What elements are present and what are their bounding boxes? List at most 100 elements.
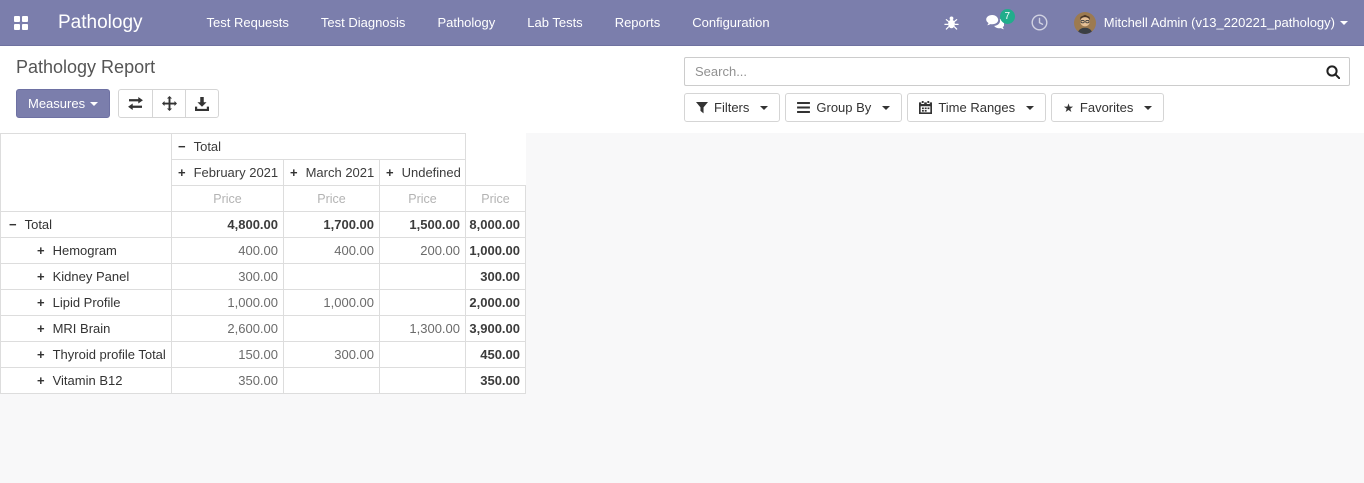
measure-header[interactable]: Price bbox=[465, 185, 526, 212]
table-row: + Lipid Profile 1,000.00 1,000.00 2,000.0… bbox=[0, 289, 526, 316]
chevron-down-icon bbox=[1026, 105, 1035, 114]
measures-label: Measures bbox=[28, 96, 86, 111]
filters-label: Filters bbox=[714, 100, 750, 115]
cell-value bbox=[283, 263, 380, 290]
cell-value: 2,000.00 bbox=[465, 289, 526, 316]
row-label: MRI Brain bbox=[52, 321, 111, 336]
search-box bbox=[684, 57, 1350, 86]
app-brand[interactable]: Pathology bbox=[58, 11, 143, 33]
expand-icon[interactable]: + bbox=[37, 295, 45, 310]
measure-header[interactable]: Price bbox=[379, 185, 466, 212]
table-row: + Hemogram 400.00 400.00 200.00 1,000.00 bbox=[0, 237, 526, 264]
cell-value: 1,300.00 bbox=[379, 315, 466, 342]
cell-value bbox=[379, 263, 466, 290]
measures-button[interactable]: Measures bbox=[16, 89, 111, 118]
filters-button[interactable]: Filters bbox=[684, 93, 781, 122]
chevron-down-icon bbox=[760, 105, 769, 114]
col-header-march-2021[interactable]: + March 2021 bbox=[283, 159, 380, 186]
row-header-total[interactable]: − Total bbox=[0, 211, 172, 238]
cell-value: 300.00 bbox=[465, 263, 526, 290]
table-row: + Thyroid profile Total 150.00 300.00 450… bbox=[0, 341, 526, 368]
measure-header[interactable]: Price bbox=[283, 185, 380, 212]
debug-bug-icon[interactable] bbox=[944, 15, 959, 30]
col-header-label: March 2021 bbox=[305, 165, 375, 180]
row-header-hemogram[interactable]: + Hemogram bbox=[0, 237, 172, 264]
menu-test-diagnosis[interactable]: Test Diagnosis bbox=[320, 15, 406, 30]
pivot-table: − Total + February 2021 + March 2021 + Undef… bbox=[0, 133, 526, 394]
expand-icon[interactable]: + bbox=[37, 321, 45, 336]
exchange-icon bbox=[128, 97, 144, 110]
menu-reports[interactable]: Reports bbox=[614, 15, 661, 30]
measure-header[interactable]: Price bbox=[171, 185, 284, 212]
message-count-badge: 7 bbox=[999, 9, 1015, 24]
filter-icon bbox=[696, 101, 708, 113]
row-label: Kidney Panel bbox=[52, 269, 130, 284]
menu-configuration[interactable]: Configuration bbox=[692, 15, 770, 30]
cell-value: 400.00 bbox=[171, 237, 284, 264]
collapse-icon[interactable]: − bbox=[178, 139, 186, 154]
row-header-vitamin-b12[interactable]: + Vitamin B12 bbox=[0, 367, 172, 394]
arrows-move-icon bbox=[161, 96, 177, 111]
expand-icon[interactable]: + bbox=[386, 165, 394, 180]
cell-value: 150.00 bbox=[171, 341, 284, 368]
calendar-icon bbox=[919, 101, 933, 114]
chevron-down-icon bbox=[90, 101, 99, 110]
table-row: + Vitamin B12 350.00 350.00 bbox=[0, 367, 526, 394]
search-facets: Filters Group By Time Ranges bbox=[684, 93, 1350, 122]
expand-all-button[interactable] bbox=[152, 90, 185, 117]
pivot-corner-cell bbox=[0, 133, 172, 212]
expand-icon[interactable]: + bbox=[37, 373, 45, 388]
cell-value: 2,600.00 bbox=[171, 315, 284, 342]
col-header-undefined[interactable]: + Undefined bbox=[379, 159, 466, 186]
row-label: Total bbox=[24, 217, 53, 232]
cell-value: 450.00 bbox=[465, 341, 526, 368]
messages-icon[interactable]: 7 bbox=[985, 9, 1015, 30]
chevron-down-icon bbox=[1144, 105, 1153, 114]
user-menu[interactable]: Mitchell Admin (v13_220221_pathology) bbox=[1073, 11, 1348, 34]
row-header-lipid-profile[interactable]: + Lipid Profile bbox=[0, 289, 172, 316]
cell-value: 3,900.00 bbox=[465, 315, 526, 342]
collapse-icon[interactable]: − bbox=[9, 217, 17, 232]
row-header-kidney-panel[interactable]: + Kidney Panel bbox=[0, 263, 172, 290]
cell-value: 4,800.00 bbox=[171, 211, 284, 238]
chevron-down-icon bbox=[882, 105, 891, 114]
table-row: + Kidney Panel 300.00 300.00 bbox=[0, 263, 526, 290]
activity-clock-icon[interactable] bbox=[1031, 14, 1048, 31]
search-input[interactable] bbox=[685, 58, 1349, 85]
cell-value: 300.00 bbox=[171, 263, 284, 290]
row-header-thyroid-profile-total[interactable]: + Thyroid profile Total bbox=[0, 341, 172, 368]
row-label: Vitamin B12 bbox=[52, 373, 123, 388]
pivot-toolbar bbox=[118, 89, 220, 118]
search-icon[interactable] bbox=[1326, 65, 1341, 84]
expand-icon[interactable]: + bbox=[37, 243, 45, 258]
apps-menu-icon[interactable] bbox=[14, 15, 28, 30]
expand-icon[interactable]: + bbox=[178, 165, 186, 180]
menu-test-requests[interactable]: Test Requests bbox=[206, 15, 289, 30]
row-label: Lipid Profile bbox=[52, 295, 121, 310]
cell-value: 1,000.00 bbox=[465, 237, 526, 264]
flip-axis-button[interactable] bbox=[119, 90, 152, 117]
time-ranges-button[interactable]: Time Ranges bbox=[907, 93, 1047, 122]
row-header-mri-brain[interactable]: + MRI Brain bbox=[0, 315, 172, 342]
col-header-total-label: Total bbox=[193, 139, 222, 154]
avatar bbox=[1073, 11, 1096, 34]
expand-icon[interactable]: + bbox=[290, 165, 298, 180]
page-title: Pathology Report bbox=[16, 57, 156, 77]
favorites-button[interactable]: ★ Favorites bbox=[1051, 93, 1165, 122]
group-by-button[interactable]: Group By bbox=[785, 93, 903, 122]
col-header-total[interactable]: − Total bbox=[171, 133, 466, 160]
group-by-label: Group By bbox=[816, 100, 872, 115]
user-name: Mitchell Admin (v13_220221_pathology) bbox=[1103, 15, 1335, 30]
menu-pathology[interactable]: Pathology bbox=[437, 15, 496, 30]
menu-lab-tests[interactable]: Lab Tests bbox=[527, 15, 583, 30]
cell-value: 1,000.00 bbox=[171, 289, 284, 316]
expand-icon[interactable]: + bbox=[37, 347, 45, 362]
download-xlsx-button[interactable] bbox=[185, 90, 218, 117]
pivot-empty-header-cell bbox=[465, 133, 526, 186]
col-header-february-2021[interactable]: + February 2021 bbox=[171, 159, 284, 186]
download-icon bbox=[195, 96, 210, 111]
expand-icon[interactable]: + bbox=[37, 269, 45, 284]
cell-value: 300.00 bbox=[283, 341, 380, 368]
favorites-label: Favorites bbox=[1079, 100, 1134, 115]
star-icon: ★ bbox=[1063, 100, 1074, 115]
